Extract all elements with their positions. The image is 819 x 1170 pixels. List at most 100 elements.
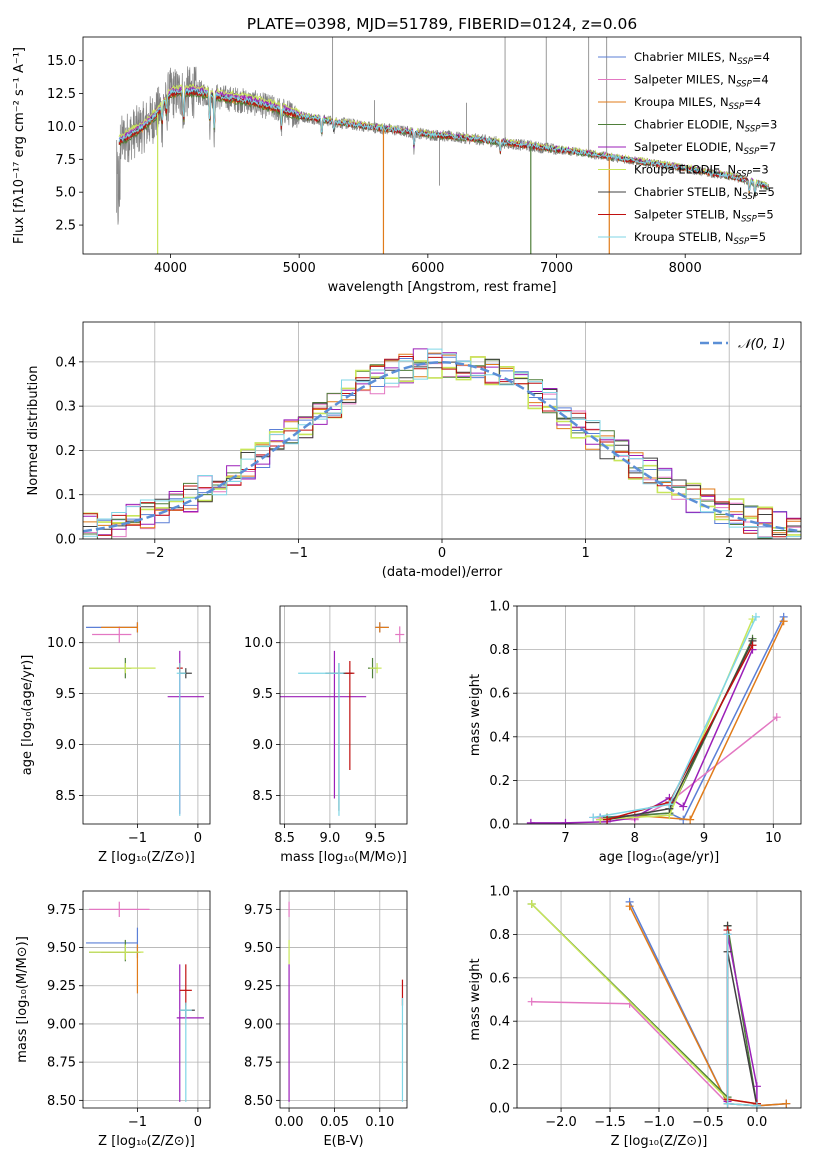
y-tick-label: 9.75 <box>47 903 76 918</box>
y-axis-label: Flux [fλ10⁻¹⁷ erg cm⁻² s⁻¹ A⁻¹] <box>12 47 27 244</box>
y-tick-label: 0.0 <box>489 1102 510 1117</box>
age-vs-metallicity-panel: −1 0 8.5 9.0 9.5 10.0 Z [log₁₀(Z/Z⊙)] age [log₁… <box>20 605 211 865</box>
weight-marker <box>603 815 612 824</box>
grid <box>280 891 407 1108</box>
y-axis-label: mass weight <box>468 958 483 1040</box>
x-tick-label: −1 <box>289 546 308 561</box>
weight-marker <box>589 813 598 822</box>
weight-series-line <box>530 649 754 824</box>
legend-label: Salpeter ELODIE, NSSP=7 <box>634 140 776 157</box>
x-tick-label: 0.05 <box>320 1115 349 1130</box>
axes-frame <box>82 890 211 1109</box>
y-axis-label: mass [log₁₀(M/M⊙)] <box>15 936 30 1063</box>
mass-vs-metallicity-panel: −1 0 8.50 8.75 9.00 9.25 9.50 9.75 Z [log₁₀(Z/Z⊙… <box>15 890 211 1149</box>
x-axis-label: Z [log₁₀(Z/Z⊙)] <box>98 1134 195 1149</box>
y-tick-label: 15.0 <box>47 54 76 69</box>
age-vs-mass-panel: 8.5 9.0 9.5 8.5 9.0 9.5 10.0 mass [log₁₀(M/M⊙)] <box>244 605 408 865</box>
figure-title: PLATE=0398, MJD=51789, FIBERID=0124, z=0… <box>247 15 637 33</box>
weight-series-line <box>531 903 758 1105</box>
residual-histogram <box>83 356 801 538</box>
weight-marker <box>526 818 535 824</box>
spectrum-legend: Chabrier MILES, NSSP=4 Salpeter MILES, NS… <box>598 50 777 247</box>
weight-marker <box>723 1099 732 1108</box>
normal-distribution-curve <box>83 361 801 533</box>
y-tick-label: 9.75 <box>244 903 273 918</box>
x-tick-label: 8.5 <box>274 831 295 846</box>
weight-marker <box>527 997 536 1006</box>
x-tick-label: 8000 <box>669 261 702 276</box>
y-tick-label: 8.5 <box>252 789 273 804</box>
y-tick-label: 0.2 <box>489 1058 510 1073</box>
x-axis-label: (data-model)/error <box>382 565 503 580</box>
x-tick-label: 5000 <box>283 261 316 276</box>
y-tick-label: 8.75 <box>47 1056 76 1071</box>
weight-marker <box>561 818 570 824</box>
x-tick-label: 6000 <box>411 261 444 276</box>
weight-series-line <box>531 1000 757 1107</box>
y-tick-label: 12.5 <box>47 87 76 102</box>
x-tick-label: 8 <box>631 831 639 846</box>
weight-marker <box>527 900 536 909</box>
x-tick-label: 10 <box>765 831 782 846</box>
weight-marker <box>723 930 732 939</box>
x-axis-label: Z [log₁₀(Z/Z⊙)] <box>98 850 195 865</box>
spectrum-panel: 4000 5000 6000 7000 8000 2.5 5.0 7.5 10.0 12.5 15.… <box>12 36 802 295</box>
data-point <box>89 663 156 674</box>
legend-label: Chabrier ELODIE, NSSP=3 <box>634 118 777 135</box>
mass-weight-vs-metallicity-panel: −2.0 −1.5 −1.0 −0.5 0.0 0.0 0.2 0.4 0.6 0.8 1.0 Z [… <box>468 885 802 1149</box>
x-tick-label: 0 <box>194 831 202 846</box>
residual-distribution-panel: −2 −1 0 1 2 0.0 0.1 0.2 0.3 0.4 (data-model)/error… <box>26 321 802 580</box>
weight-series-line <box>600 616 785 821</box>
x-tick-label: 4000 <box>154 261 187 276</box>
y-tick-label: 8.50 <box>244 1094 273 1109</box>
data-point <box>101 622 139 633</box>
data-point <box>92 626 132 643</box>
data-point <box>179 1002 192 1102</box>
y-tick-label: 0.4 <box>489 730 510 745</box>
weight-marker <box>752 1082 761 1091</box>
weight-marker <box>772 713 781 722</box>
x-tick-label: 0.0 <box>747 1115 768 1130</box>
data-point <box>369 663 382 674</box>
y-tick-label: 10.0 <box>244 636 273 651</box>
legend-label: Kroupa ELODIE, NSSP=3 <box>634 163 769 180</box>
data-point <box>280 650 367 799</box>
x-tick-label: −0.5 <box>692 1115 724 1130</box>
data-point <box>176 663 186 816</box>
data-point <box>176 964 204 1102</box>
legend-label: Kroupa MILES, NSSP=4 <box>634 95 761 112</box>
model-spectrum-line <box>118 83 769 190</box>
x-tick-label: 7 <box>561 831 569 846</box>
legend-label: Salpeter STELIB, NSSP=5 <box>634 208 774 225</box>
y-tick-label: 0.6 <box>489 971 510 986</box>
data-point <box>179 964 192 1006</box>
y-tick-label: 2.5 <box>55 219 76 234</box>
x-tick-label: −1.0 <box>643 1115 675 1130</box>
x-tick-label: 0.10 <box>365 1115 394 1130</box>
x-tick-label: 0 <box>194 1115 202 1130</box>
y-tick-label: 1.0 <box>489 600 510 615</box>
y-axis-label: age [log₁₀(age/yr)] <box>20 655 35 776</box>
axes-frame <box>279 605 408 825</box>
mass-weight-vs-age-panel: 7 8 9 10 0.0 0.2 0.4 0.6 0.8 1.0 age [log₁₀(age/yr… <box>468 600 802 865</box>
y-tick-label: 9.00 <box>47 1017 76 1032</box>
y-tick-label: 7.5 <box>55 153 76 168</box>
grid <box>517 890 801 1109</box>
y-tick-label: 0.3 <box>55 400 76 415</box>
weight-marker <box>782 1099 791 1108</box>
x-tick-label: −2 <box>145 546 164 561</box>
y-tick-label: 0.2 <box>55 444 76 459</box>
grid <box>83 606 210 824</box>
weight-marker <box>679 802 688 811</box>
y-tick-label: 9.25 <box>244 979 273 994</box>
weight-marker <box>625 902 634 911</box>
y-tick-label: 5.0 <box>55 186 76 201</box>
x-axis-label: mass [log₁₀(M/M⊙)] <box>280 850 407 865</box>
weight-marker <box>748 641 757 650</box>
weight-series-line <box>600 620 785 821</box>
legend-label: Chabrier STELIB, NSSP=5 <box>634 185 775 202</box>
legend-label: Salpeter MILES, NSSP=4 <box>634 73 769 90</box>
weight-series-line <box>593 616 757 819</box>
residual-histogram <box>83 348 801 539</box>
